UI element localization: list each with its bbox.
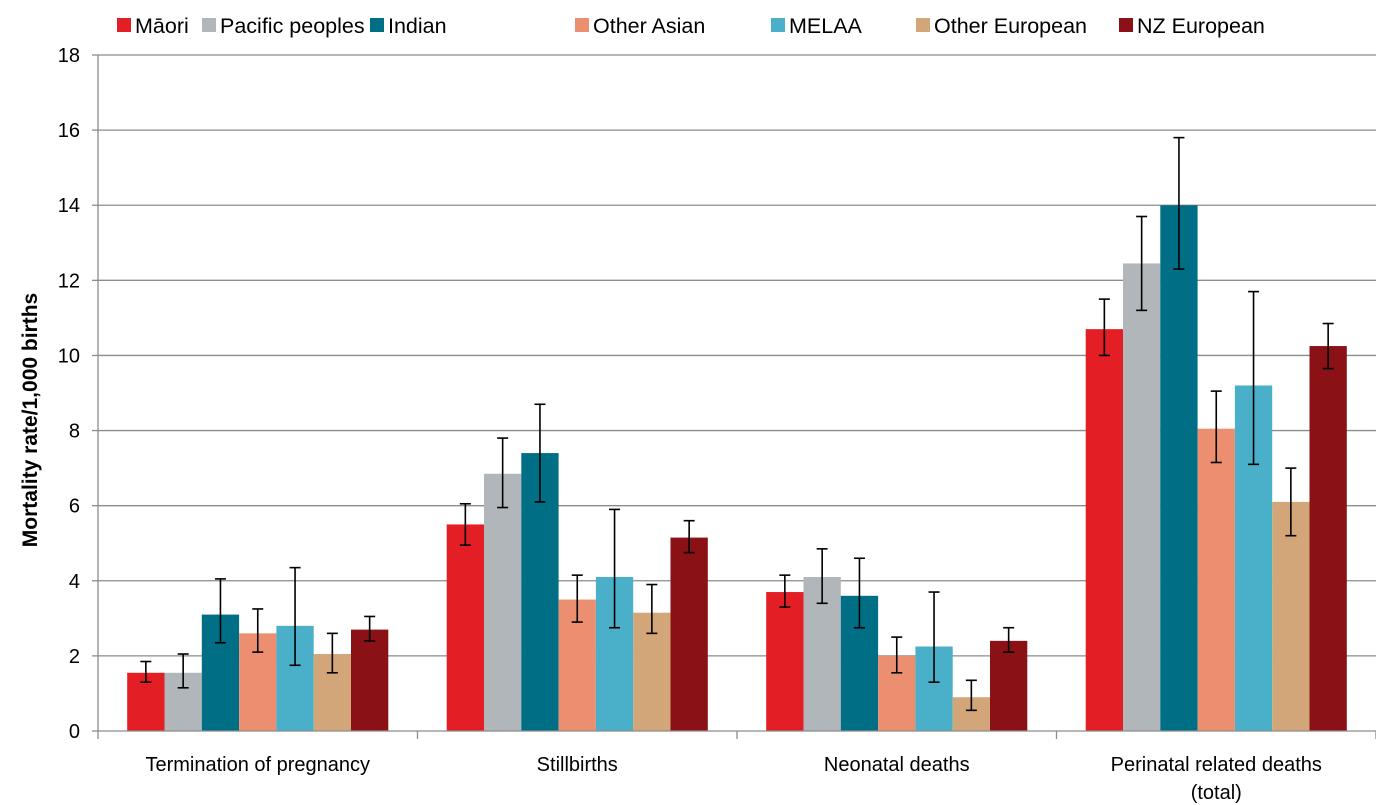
legend-swatch — [370, 18, 384, 32]
y-tick-label: 12 — [58, 270, 80, 292]
axes — [92, 54, 1376, 739]
legend-swatch — [771, 18, 785, 32]
legend-item: Other European — [916, 14, 1087, 38]
legend-item: Indian — [370, 14, 447, 38]
bar — [1272, 501, 1310, 731]
bar — [1160, 205, 1198, 731]
y-tick-label: 8 — [69, 421, 80, 443]
legend-item: Other Asian — [575, 14, 705, 38]
y-tick-label: 16 — [58, 120, 80, 142]
bar — [670, 537, 708, 731]
legend-label: Indian — [388, 14, 447, 38]
legend: Māori Pacific peoples Indian Other Asian MEL… — [117, 14, 1265, 38]
y-axis-label: Mortality rate/1,000 births — [19, 293, 42, 547]
legend-label: Other Asian — [593, 14, 705, 38]
x-tick-label: Neonatal deaths — [824, 754, 970, 776]
legend-swatch — [575, 18, 589, 32]
bar — [766, 592, 804, 731]
x-tick-labels: Termination of pregnancy Stillbirths Neona… — [145, 754, 1321, 804]
bar — [446, 524, 484, 731]
legend-label: NZ European — [1137, 14, 1265, 38]
y-tick-label: 10 — [58, 345, 80, 367]
legend-label: Other European — [934, 14, 1087, 38]
error-bars — [140, 136, 1334, 712]
bars — [127, 205, 1347, 731]
x-tick-label: (total) — [1191, 782, 1242, 804]
legend-label: MELAA — [789, 14, 863, 38]
bar — [1123, 263, 1161, 731]
legend-swatch — [117, 18, 131, 32]
x-tick-label: Stillbirths — [537, 754, 618, 776]
bar — [484, 473, 522, 731]
legend-item: MELAA — [771, 14, 863, 38]
y-tick-label: 4 — [69, 571, 80, 593]
legend-swatch — [202, 18, 216, 32]
legend-item: NZ European — [1119, 14, 1265, 38]
legend-swatch — [916, 18, 930, 32]
legend-swatch — [1119, 18, 1133, 32]
x-tick-label: Termination of pregnancy — [145, 754, 370, 776]
bar — [1309, 346, 1347, 731]
y-tick-label: 2 — [69, 646, 80, 668]
y-tick-label: 6 — [69, 496, 80, 518]
y-tick-label: 14 — [58, 195, 80, 217]
legend-item: Māori — [117, 14, 189, 38]
y-tick-label: 0 — [69, 721, 80, 743]
bar — [351, 629, 389, 731]
legend-label: Pacific peoples — [220, 14, 365, 38]
bar — [1197, 428, 1235, 731]
legend-label: Māori — [135, 14, 189, 38]
y-tick-labels: 0 2 4 6 8 10 12 14 16 18 — [58, 45, 80, 743]
gridlines — [98, 54, 1376, 657]
bar — [990, 640, 1028, 731]
legend-item: Pacific peoples — [202, 14, 365, 38]
x-tick-label: Perinatal related deaths — [1111, 754, 1322, 776]
y-tick-label: 18 — [58, 45, 80, 67]
bar — [1085, 329, 1123, 731]
